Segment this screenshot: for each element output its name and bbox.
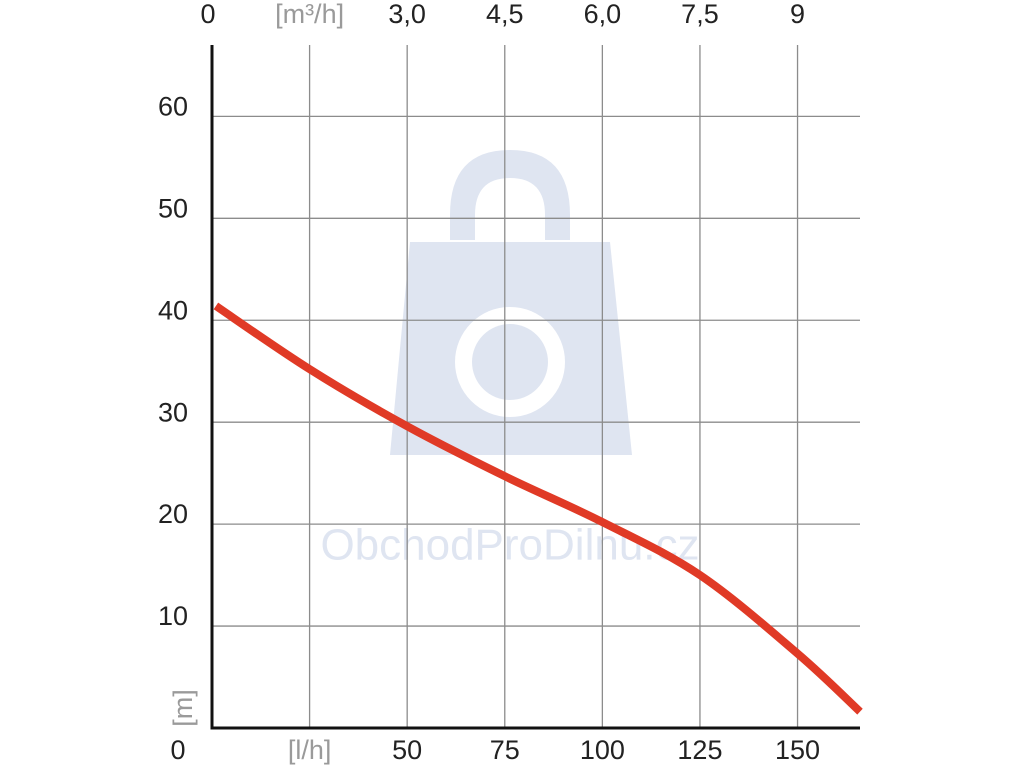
x2-tick-label: [m³/h] — [275, 0, 344, 29]
x-tick-label: [l/h] — [288, 735, 332, 765]
x-tick-label: 125 — [677, 735, 722, 765]
x2-tick-label: 4,5 — [486, 0, 524, 29]
y-tick-label: 0 — [170, 735, 185, 765]
x2-tick-label: 6,0 — [584, 0, 622, 29]
watermark-text: ObchodProDilnu.cz — [320, 521, 699, 570]
y-axis-label: [m] — [168, 689, 198, 727]
y-tick-label: 10 — [158, 601, 188, 631]
y-tick-label: 50 — [158, 193, 188, 223]
x2-tick-label: 9 — [790, 0, 805, 29]
y-tick-label: 20 — [158, 499, 188, 529]
x2-tick-label: 0 — [200, 0, 215, 29]
y-tick-label: 30 — [158, 397, 188, 427]
x2-tick-label: 3,0 — [388, 0, 426, 29]
x-tick-label: 100 — [580, 735, 625, 765]
x2-tick-label: 7,5 — [681, 0, 719, 29]
x-tick-label: 50 — [392, 735, 422, 765]
curve — [213, 302, 863, 715]
x-tick-label: 75 — [490, 735, 520, 765]
watermark-logo — [390, 150, 632, 455]
x-tick-label: 150 — [775, 735, 820, 765]
y-tick-label: 40 — [158, 295, 188, 325]
y-tick-label: 60 — [158, 91, 188, 121]
